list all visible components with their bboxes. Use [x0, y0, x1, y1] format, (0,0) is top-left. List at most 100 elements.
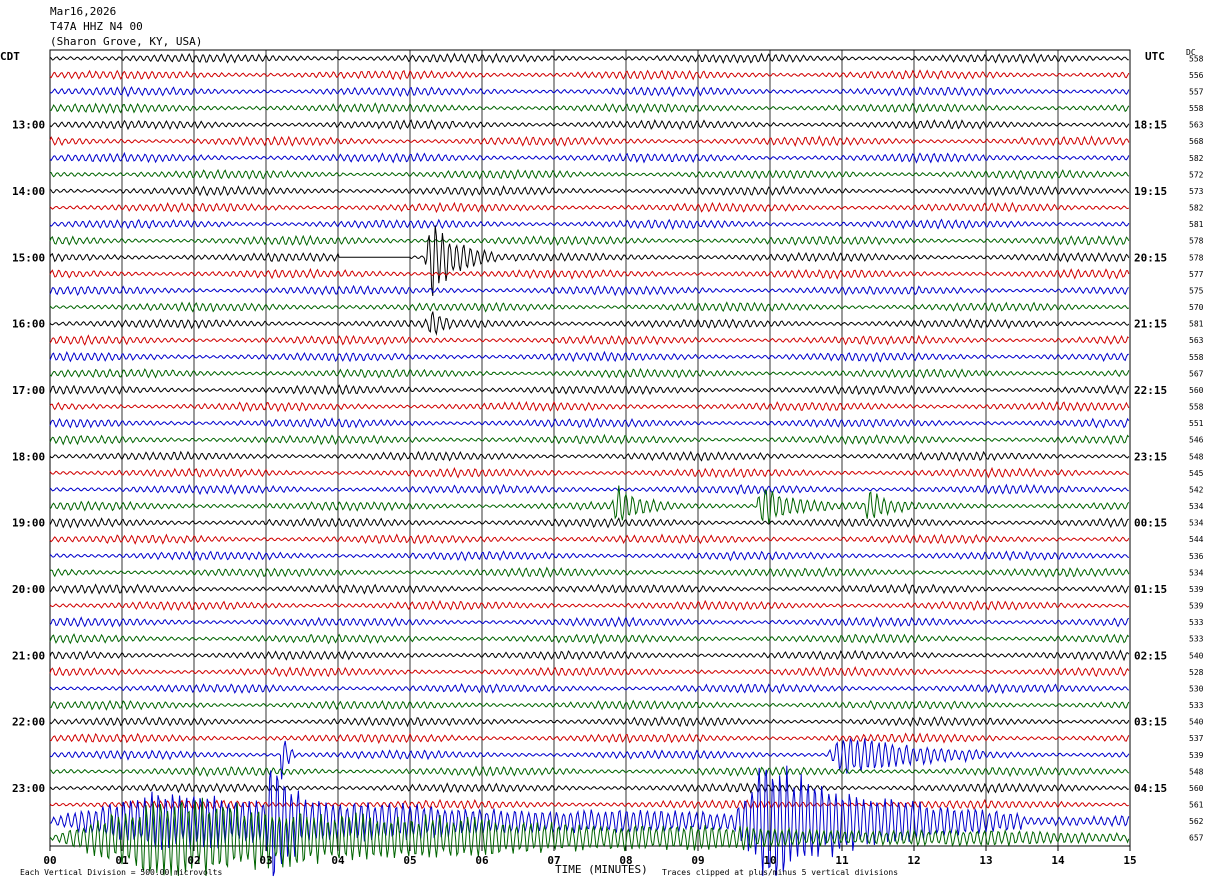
- trace-row: [49, 450, 1130, 462]
- dc-value: 567: [1189, 369, 1204, 378]
- trace-row: [49, 118, 1130, 131]
- trace-row: [49, 483, 1129, 496]
- x-tick-label: 15: [1123, 854, 1136, 867]
- dc-value: 563: [1189, 121, 1204, 130]
- dc-value: 577: [1189, 270, 1204, 279]
- left-time-label: 17:00: [12, 384, 45, 397]
- dc-value: 561: [1189, 801, 1204, 810]
- dc-value: 560: [1189, 386, 1204, 395]
- right-time-label: 19:15: [1134, 185, 1167, 198]
- x-tick-label: 04: [331, 854, 345, 867]
- trace-row: [49, 86, 1130, 98]
- trace-row: [49, 135, 1130, 147]
- left-time-label: 16:00: [12, 318, 45, 331]
- right-time-label: 21:15: [1134, 318, 1167, 331]
- trace-row: [49, 665, 1130, 678]
- station-location: (Sharon Grove, KY, USA): [50, 35, 203, 48]
- right-time-label: 01:15: [1134, 583, 1167, 596]
- dc-value: 558: [1189, 104, 1204, 113]
- trace-row: [49, 466, 1129, 479]
- right-time-label: 03:15: [1134, 716, 1167, 729]
- left-time-label: 22:00: [12, 716, 45, 729]
- dc-value: 572: [1189, 170, 1204, 179]
- trace-row: [49, 301, 1130, 313]
- dc-value: 533: [1189, 618, 1204, 627]
- left-time-label: 21:00: [12, 649, 45, 662]
- trace-row: [49, 218, 1130, 231]
- dc-value: 558: [1189, 54, 1204, 63]
- dc-value: 540: [1189, 718, 1204, 727]
- dc-value: 536: [1189, 552, 1204, 561]
- trace-row: [49, 699, 1130, 711]
- left-time-label: 19:00: [12, 517, 45, 530]
- dc-value: 540: [1189, 651, 1204, 660]
- trace-row: [49, 765, 1130, 778]
- dc-value: 533: [1189, 701, 1204, 710]
- left-time-labels: 13:00 14:00 15:00 16:00 17:00 18:00 19:00 20:00…: [12, 119, 45, 795]
- right-timezone-label: UTC: [1145, 50, 1165, 63]
- trace-row: [49, 284, 1130, 297]
- trace-row: [49, 797, 1130, 877]
- x-tick-label: 06: [475, 854, 489, 867]
- trace-row: [49, 350, 1129, 363]
- right-time-label: 04:15: [1134, 782, 1167, 795]
- dc-value: 539: [1189, 751, 1204, 760]
- station-id: T47A HHZ N4 00: [50, 20, 143, 33]
- trace-row: [49, 616, 1130, 628]
- left-time-label: 14:00: [12, 185, 45, 198]
- dc-value: 556: [1189, 71, 1204, 80]
- right-time-label: 00:15: [1134, 517, 1167, 530]
- dc-value: 534: [1189, 568, 1204, 577]
- x-tick-label: 00: [43, 854, 56, 867]
- trace-row: [49, 649, 1130, 662]
- right-time-labels: 18:15 19:15 20:15 21:15 22:15 23:15 00:15 01:15…: [1134, 119, 1167, 795]
- trace-row: [49, 682, 1130, 695]
- trace-row: [49, 517, 1130, 529]
- dc-value: 568: [1189, 137, 1204, 146]
- plot-grid: [49, 49, 1131, 847]
- trace-row: [49, 782, 1129, 794]
- x-tick-label: 11: [835, 854, 849, 867]
- dc-value: 544: [1189, 535, 1204, 544]
- right-time-label: 22:15: [1134, 384, 1167, 397]
- trace-row: [49, 632, 1130, 645]
- clip-note: Traces clipped at plus/minus 5 vertical …: [662, 868, 899, 877]
- right-time-label: 23:15: [1134, 450, 1167, 463]
- trace-row: [49, 168, 1130, 180]
- trace-row: [49, 433, 1130, 446]
- trace-row: [49, 151, 1130, 164]
- x-tick-label: 10: [763, 854, 776, 867]
- trace-row: [49, 334, 1130, 346]
- dc-value: 534: [1189, 502, 1204, 511]
- x-tick-label: 05: [403, 854, 416, 867]
- dc-value: 575: [1189, 286, 1204, 295]
- dc-value: 548: [1189, 452, 1204, 461]
- dc-value: 537: [1189, 734, 1204, 743]
- x-tick-label: 13: [979, 854, 992, 867]
- scale-note: Each Vertical Division = 500.00 microvol…: [20, 868, 223, 877]
- dc-value: 558: [1189, 353, 1204, 362]
- trace-row: [49, 798, 1129, 811]
- trace-row: [49, 201, 1129, 214]
- x-tick-label: 14: [1051, 854, 1065, 867]
- trace-row: [49, 417, 1130, 429]
- trace-row: [49, 384, 1130, 396]
- right-time-label: 20:15: [1134, 251, 1167, 264]
- seismic-traces: [49, 52, 1130, 877]
- left-time-label: 23:00: [12, 782, 45, 795]
- trace-row: [49, 234, 1130, 247]
- x-tick-label: 09: [691, 854, 704, 867]
- dc-value: 581: [1189, 320, 1204, 329]
- left-time-label: 15:00: [12, 251, 45, 264]
- dc-value: 582: [1189, 154, 1204, 163]
- x-tick-label: 08: [619, 854, 632, 867]
- dc-value: 533: [1189, 635, 1204, 644]
- dc-value: 573: [1189, 187, 1204, 196]
- dc-value: 539: [1189, 602, 1204, 611]
- trace-row: [49, 367, 1130, 379]
- x-tick-label: 02: [187, 854, 200, 867]
- trace-row: [49, 185, 1130, 197]
- right-time-label: 02:15: [1134, 649, 1167, 662]
- trace-row: [49, 225, 1130, 296]
